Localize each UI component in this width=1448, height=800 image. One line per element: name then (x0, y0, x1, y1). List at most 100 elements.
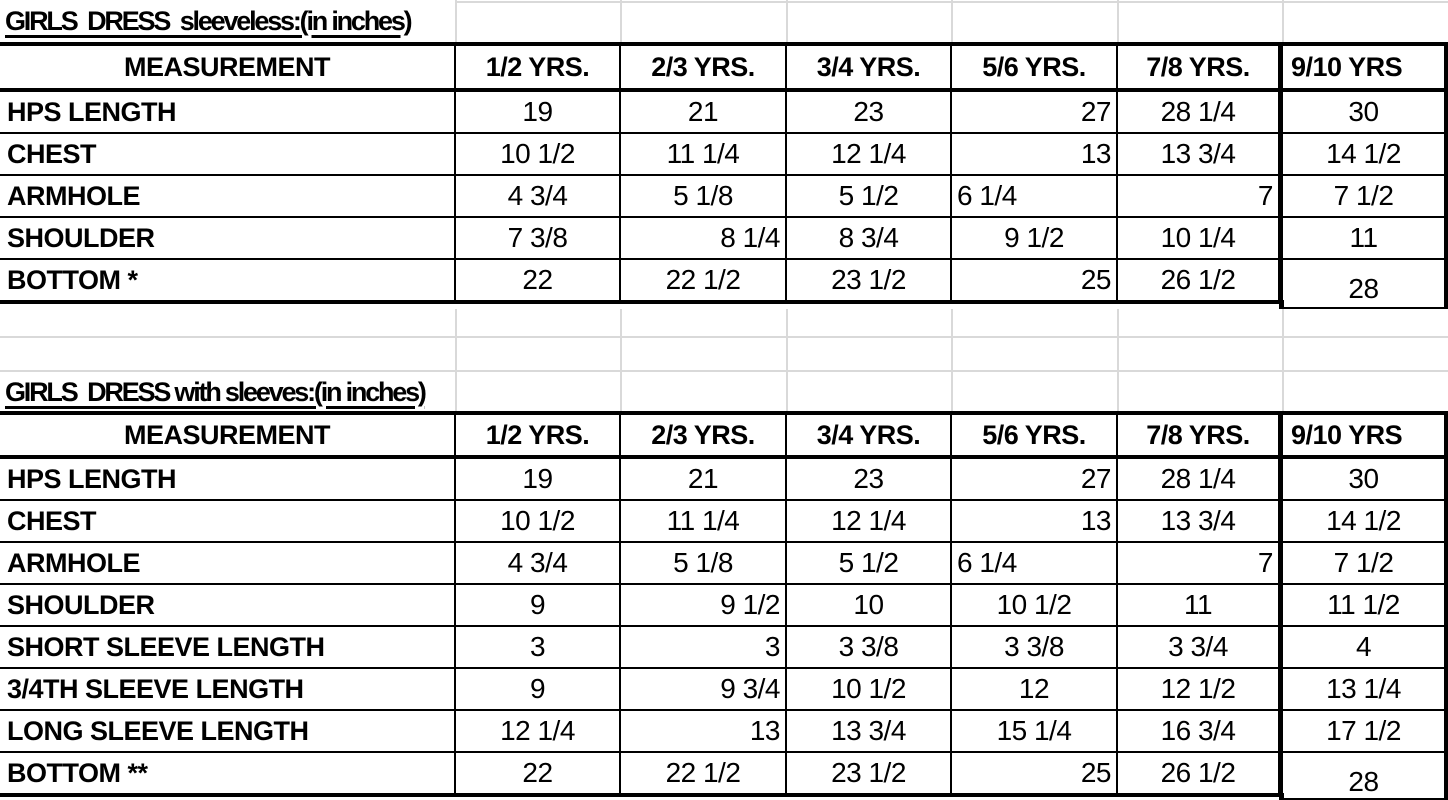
column-header-size[interactable]: 9/10 YRS (1283, 42, 1448, 92)
table-cell[interactable]: 3 (456, 627, 621, 669)
column-header-measurement[interactable]: MEASUREMENT (0, 411, 456, 459)
table-cell[interactable]: 12 1/4 (787, 501, 952, 543)
table-cell[interactable]: 10 1/2 (456, 134, 621, 176)
table-cell[interactable]: 5 1/8 (621, 543, 787, 585)
table-cell[interactable]: 10 (787, 585, 952, 627)
row-label[interactable]: CHEST (0, 501, 456, 543)
table-cell[interactable]: 30 (1283, 92, 1448, 134)
table-cell[interactable]: 13 (952, 134, 1118, 176)
row-label[interactable]: HPS LENGTH (0, 92, 456, 134)
column-header-size[interactable]: 3/4 YRS. (787, 411, 952, 459)
table-cell[interactable]: 4 (1283, 627, 1448, 669)
sheet-title-sleeveless[interactable]: GIRLS DRESS sleeveless:(in inches) (5, 6, 413, 36)
table-cell[interactable]: 22 1/2 (621, 260, 787, 304)
column-header-size[interactable]: 7/8 YRS. (1118, 42, 1283, 92)
table-cell[interactable]: 21 (621, 92, 787, 134)
table-cell[interactable]: 23 1/2 (787, 753, 952, 797)
row-label[interactable]: 3/4TH SLEEVE LENGTH (0, 669, 456, 711)
table-cell[interactable]: 12 1/4 (456, 711, 621, 753)
table-cell[interactable]: 11 1/4 (621, 501, 787, 543)
table-cell[interactable]: 12 (952, 669, 1118, 711)
table-cell[interactable]: 11 (1283, 218, 1448, 260)
table-cell[interactable]: 27 (952, 92, 1118, 134)
table-cell[interactable]: 9 (456, 669, 621, 711)
table-cell[interactable]: 13 3/4 (787, 711, 952, 753)
table-cell[interactable]: 4 3/4 (456, 543, 621, 585)
table-cell[interactable]: 3 3/8 (787, 627, 952, 669)
table-cell[interactable]: 23 (787, 459, 952, 501)
table-cell[interactable]: 17 1/2 (1283, 711, 1448, 753)
table-cell[interactable]: 7 1/2 (1283, 543, 1448, 585)
table-cell[interactable]: 22 (456, 260, 621, 304)
column-header-size[interactable]: 2/3 YRS. (621, 42, 787, 92)
row-label[interactable]: ARMHOLE (0, 543, 456, 585)
table-cell[interactable]: 12 1/2 (1118, 669, 1283, 711)
table-cell[interactable]: 25 (952, 753, 1118, 797)
table-cell[interactable]: 13 1/4 (1283, 669, 1448, 711)
table-cell[interactable]: 12 1/4 (787, 134, 952, 176)
table-cell[interactable]: 13 3/4 (1118, 501, 1283, 543)
table-cell[interactable]: 3 3/4 (1118, 627, 1283, 669)
column-header-size[interactable]: 5/6 YRS. (952, 42, 1118, 92)
table-cell[interactable]: 25 (952, 260, 1118, 304)
table-cell[interactable]: 13 (952, 501, 1118, 543)
table-cell[interactable]: 9 3/4 (621, 669, 787, 711)
table-cell[interactable]: 10 1/4 (1118, 218, 1283, 260)
table-cell[interactable]: 26 1/2 (1118, 260, 1283, 304)
table-cell[interactable]: 22 1/2 (621, 753, 787, 797)
table-cell[interactable]: 22 (456, 753, 621, 797)
table-cell[interactable]: 16 3/4 (1118, 711, 1283, 753)
row-label[interactable]: BOTTOM ** (0, 753, 456, 797)
column-header-size[interactable]: 1/2 YRS. (456, 42, 621, 92)
table-cell[interactable]: 7 3/8 (456, 218, 621, 260)
table-cell[interactable]: 5 1/2 (787, 543, 952, 585)
row-label[interactable]: BOTTOM * (0, 260, 456, 304)
column-header-size[interactable]: 2/3 YRS. (621, 411, 787, 459)
table-cell[interactable]: 10 1/2 (952, 585, 1118, 627)
table-cell[interactable]: 10 1/2 (787, 669, 952, 711)
table-cell[interactable]: 6 1/4 (952, 543, 1118, 585)
table-cell[interactable]: 27 (952, 459, 1118, 501)
table-cell[interactable]: 7 (1118, 543, 1283, 585)
table-cell[interactable]: 9 (456, 585, 621, 627)
table-cell[interactable]: 28 1/4 (1118, 459, 1283, 501)
table-cell[interactable]: 8 1/4 (621, 218, 787, 260)
row-label[interactable]: SHOULDER (0, 218, 456, 260)
table-cell[interactable]: 3 3/8 (952, 627, 1118, 669)
table-cell[interactable]: 6 1/4 (952, 176, 1118, 218)
column-header-size[interactable]: 3/4 YRS. (787, 42, 952, 92)
table-cell[interactable]: 9 1/2 (621, 585, 787, 627)
table-cell[interactable]: 3 (621, 627, 787, 669)
table-cell[interactable]: 7 1/2 (1283, 176, 1448, 218)
table-cell[interactable]: 30 (1283, 459, 1448, 501)
row-label[interactable]: SHOULDER (0, 585, 456, 627)
table-cell[interactable]: 9 1/2 (952, 218, 1118, 260)
column-header-size[interactable]: 1/2 YRS. (456, 411, 621, 459)
table-cell[interactable]: 23 1/2 (787, 260, 952, 304)
table-cell[interactable]: 23 (787, 92, 952, 134)
table-cell[interactable]: 28 (1283, 753, 1448, 797)
table-cell[interactable]: 14 1/2 (1283, 501, 1448, 543)
table-cell[interactable]: 5 1/8 (621, 176, 787, 218)
row-label[interactable]: SHORT SLEEVE LENGTH (0, 627, 456, 669)
column-header-size[interactable]: 5/6 YRS. (952, 411, 1118, 459)
row-label[interactable]: ARMHOLE (0, 176, 456, 218)
table-cell[interactable]: 13 3/4 (1118, 134, 1283, 176)
column-header-size[interactable]: 9/10 YRS (1283, 411, 1448, 459)
column-header-size[interactable]: 7/8 YRS. (1118, 411, 1283, 459)
table-cell[interactable]: 4 3/4 (456, 176, 621, 218)
row-label[interactable]: HPS LENGTH (0, 459, 456, 501)
table-cell[interactable]: 5 1/2 (787, 176, 952, 218)
table-cell[interactable]: 19 (456, 459, 621, 501)
table-cell[interactable]: 14 1/2 (1283, 134, 1448, 176)
table-cell[interactable]: 13 (621, 711, 787, 753)
table-cell[interactable]: 11 (1118, 585, 1283, 627)
table-cell[interactable]: 28 1/4 (1118, 92, 1283, 134)
table-cell[interactable]: 26 1/2 (1118, 753, 1283, 797)
sheet-title-with-sleeves[interactable]: GIRLS DRESS with sleeves:(in inches) (5, 377, 427, 407)
row-label[interactable]: CHEST (0, 134, 456, 176)
table-cell[interactable]: 15 1/4 (952, 711, 1118, 753)
row-label[interactable]: LONG SLEEVE LENGTH (0, 711, 456, 753)
table-cell[interactable]: 10 1/2 (456, 501, 621, 543)
table-cell[interactable]: 11 1/2 (1283, 585, 1448, 627)
